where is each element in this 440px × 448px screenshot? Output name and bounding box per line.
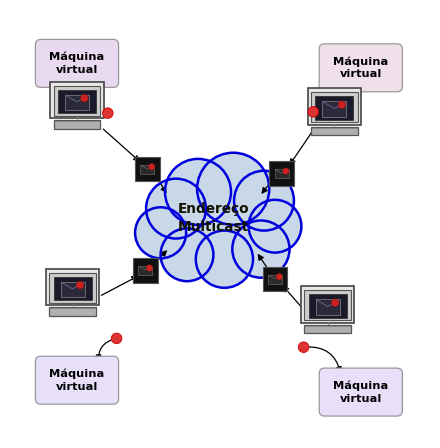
FancyBboxPatch shape [309,294,347,318]
Circle shape [146,265,153,271]
Circle shape [276,274,282,280]
Text: Máquina
virtual: Máquina virtual [333,380,389,404]
FancyBboxPatch shape [269,161,294,186]
Circle shape [234,171,294,231]
Circle shape [282,168,289,174]
FancyBboxPatch shape [65,95,89,111]
Circle shape [135,207,186,258]
Circle shape [165,159,231,225]
FancyBboxPatch shape [275,169,289,178]
FancyBboxPatch shape [46,269,99,305]
FancyBboxPatch shape [49,273,96,302]
FancyBboxPatch shape [54,121,100,129]
FancyBboxPatch shape [140,165,154,174]
FancyBboxPatch shape [35,356,118,404]
Text: Máquina
virtual: Máquina virtual [49,369,105,392]
FancyBboxPatch shape [58,90,96,113]
Circle shape [298,342,309,353]
FancyBboxPatch shape [319,44,402,92]
FancyBboxPatch shape [311,92,358,122]
Circle shape [308,107,319,117]
Text: Máquina
virtual: Máquina virtual [49,52,105,75]
Circle shape [103,108,113,118]
Text: Máquina
virtual: Máquina virtual [333,56,389,79]
FancyBboxPatch shape [304,290,351,320]
Circle shape [338,101,345,108]
FancyBboxPatch shape [135,157,160,181]
Circle shape [196,231,253,288]
Circle shape [111,333,122,344]
FancyBboxPatch shape [263,267,287,291]
FancyBboxPatch shape [133,258,158,283]
Circle shape [146,179,206,238]
Circle shape [81,95,88,102]
FancyBboxPatch shape [304,325,351,333]
FancyBboxPatch shape [308,88,361,125]
FancyBboxPatch shape [311,127,358,135]
FancyBboxPatch shape [50,82,104,118]
Circle shape [148,164,155,170]
Circle shape [331,299,339,306]
FancyBboxPatch shape [323,101,346,117]
Circle shape [249,200,301,253]
Circle shape [161,228,213,281]
FancyBboxPatch shape [54,277,92,300]
FancyBboxPatch shape [315,96,353,120]
FancyBboxPatch shape [49,307,96,316]
FancyBboxPatch shape [301,286,355,323]
Circle shape [197,153,269,225]
FancyBboxPatch shape [268,275,282,284]
FancyBboxPatch shape [319,368,402,416]
FancyBboxPatch shape [316,299,340,315]
FancyBboxPatch shape [54,86,100,116]
Circle shape [163,185,229,250]
Circle shape [205,185,271,250]
Circle shape [176,185,251,259]
FancyBboxPatch shape [35,39,118,87]
FancyBboxPatch shape [138,266,152,275]
Circle shape [232,220,290,278]
FancyBboxPatch shape [61,282,84,297]
Text: Endereço
Multicast: Endereço Multicast [178,202,249,234]
Circle shape [76,281,84,289]
